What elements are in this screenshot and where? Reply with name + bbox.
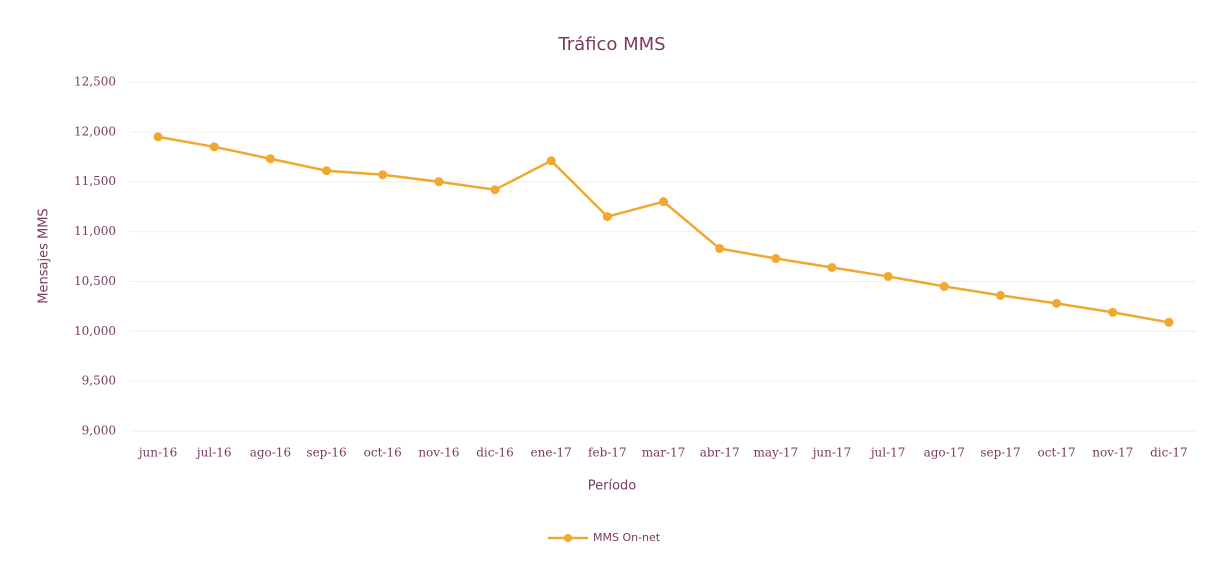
data-point — [1164, 317, 1174, 327]
data-point — [715, 244, 725, 254]
x-tick-label: dic-16 — [476, 446, 514, 460]
y-tick-label: 10,500 — [74, 274, 116, 288]
data-point — [153, 132, 163, 142]
data-point — [322, 166, 332, 176]
data-point — [659, 197, 668, 207]
x-tick-label: nov-16 — [418, 446, 459, 460]
y-tick-label: 12,000 — [74, 124, 116, 138]
y-axis-label: Mensajes MMS — [37, 208, 52, 303]
x-tick-label: sep-16 — [306, 446, 346, 460]
x-tick-label: sep-17 — [980, 446, 1020, 460]
x-tick-label: ago-16 — [250, 446, 291, 460]
data-point — [602, 212, 612, 222]
data-point — [939, 281, 949, 291]
x-tick-label: mar-17 — [642, 446, 686, 460]
data-point — [434, 177, 444, 187]
x-tick-label: ago-17 — [924, 446, 965, 460]
data-point — [995, 290, 1005, 300]
y-tick-label: 9,000 — [82, 424, 116, 438]
data-point — [265, 154, 275, 164]
x-tick-label: oct-16 — [364, 446, 402, 460]
legend-label: MMS On-net — [593, 531, 661, 544]
data-point — [771, 253, 781, 263]
x-tick-label: dic-17 — [1150, 446, 1188, 460]
y-tick-label: 9,500 — [82, 374, 116, 388]
y-tick-label: 10,000 — [74, 324, 116, 338]
legend-marker — [564, 534, 572, 542]
data-point — [1052, 298, 1062, 308]
y-tick-label: 12,500 — [74, 75, 116, 89]
data-point — [209, 142, 219, 152]
x-tick-label: oct-17 — [1038, 446, 1076, 460]
x-tick-label: nov-17 — [1092, 446, 1133, 460]
x-tick-label: feb-17 — [588, 446, 627, 460]
x-tick-label: abr-17 — [700, 446, 740, 460]
data-point — [827, 262, 837, 272]
x-tick-label: ene-17 — [531, 446, 572, 460]
data-point — [883, 271, 893, 281]
data-point — [378, 170, 388, 180]
x-tick-label: jul-17 — [869, 446, 906, 460]
y-tick-label: 11,500 — [74, 174, 116, 188]
chart-title: Tráfico MMS — [557, 34, 665, 55]
data-point — [490, 185, 500, 195]
x-tick-label: jun-16 — [137, 446, 178, 460]
y-tick-label: 11,000 — [74, 224, 116, 238]
data-point — [546, 156, 556, 166]
x-tick-label: jul-16 — [195, 446, 232, 460]
x-tick-label: jun-17 — [811, 446, 852, 460]
data-point — [1108, 307, 1118, 317]
x-tick-label: may-17 — [753, 446, 798, 460]
x-axis-label: Período — [588, 479, 637, 494]
